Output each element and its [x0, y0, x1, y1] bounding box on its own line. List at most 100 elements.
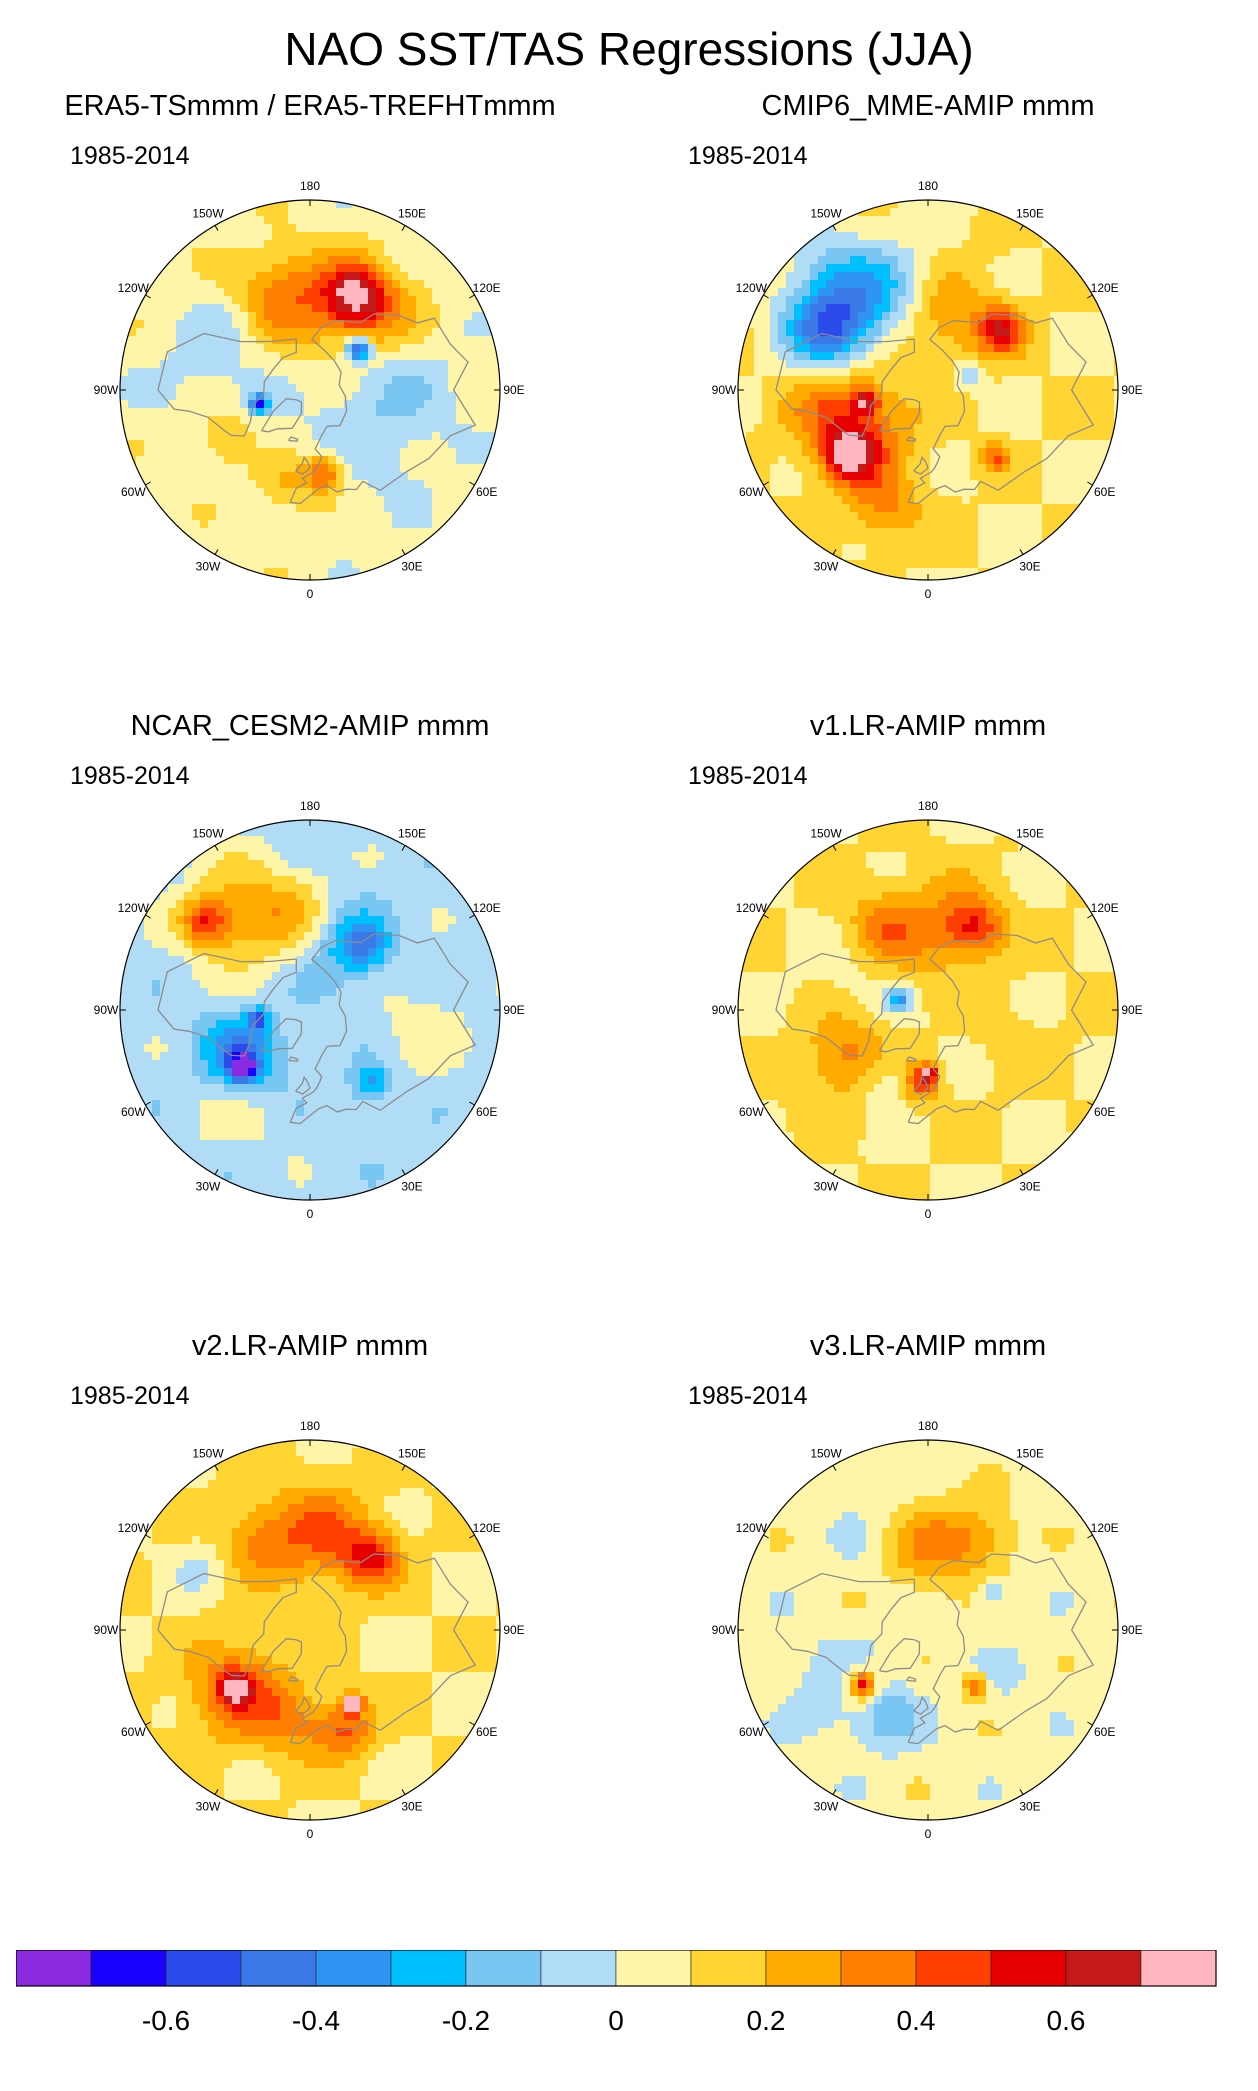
heatmap-cell: [1002, 304, 1011, 313]
heatmap-cell: [200, 528, 209, 537]
heatmap-cell: [810, 312, 819, 321]
heatmap-cell: [906, 520, 915, 529]
heatmap-cell: [938, 392, 947, 401]
heatmap-cell: [272, 940, 281, 949]
heatmap-cell: [858, 256, 867, 265]
heatmap-cell: [994, 408, 1003, 417]
heatmap-cell: [352, 900, 361, 909]
heatmap-cell: [400, 844, 409, 853]
heatmap-cell: [344, 264, 353, 273]
heatmap-cell: [440, 940, 449, 949]
heatmap-cell: [1050, 352, 1059, 361]
heatmap-cell: [360, 376, 369, 385]
heatmap-cell: [898, 432, 907, 441]
heatmap-cell: [320, 924, 329, 933]
heatmap-cell: [304, 392, 313, 401]
heatmap-cell: [344, 280, 353, 289]
heatmap-cell: [352, 392, 361, 401]
heatmap-cell: [136, 932, 145, 941]
heatmap-cell: [1058, 280, 1067, 289]
heatmap-cell: [336, 820, 345, 829]
heatmap-cell: [954, 352, 963, 361]
heatmap-cell: [256, 240, 265, 249]
heatmap-cell: [352, 544, 361, 553]
heatmap-cell: [440, 376, 449, 385]
heatmap-cell: [754, 456, 763, 465]
heatmap-cell: [128, 360, 137, 369]
heatmap-cell: [400, 860, 409, 869]
heatmap-cell: [184, 496, 193, 505]
heatmap-cell: [360, 1028, 369, 1037]
heatmap-cell: [264, 828, 273, 837]
heatmap-cell: [842, 472, 851, 481]
heatmap-cell: [978, 216, 987, 225]
heatmap-cell: [866, 488, 875, 497]
heatmap-cell: [192, 1020, 201, 1029]
heatmap-cell: [136, 964, 145, 973]
heatmap-cell: [946, 280, 955, 289]
heatmap-cell: [280, 884, 289, 893]
heatmap-cell: [1050, 264, 1059, 273]
heatmap-cell: [472, 416, 481, 425]
heatmap-cell: [424, 980, 433, 989]
heatmap-cell: [264, 376, 273, 385]
heatmap-cell: [288, 352, 297, 361]
heatmap-cell: [898, 248, 907, 257]
heatmap-cell: [882, 240, 891, 249]
heatmap-cell: [392, 892, 401, 901]
heatmap-cell: [232, 1036, 241, 1045]
heatmap-cell: [1098, 448, 1107, 457]
heatmap-cell: [240, 560, 249, 569]
heatmap-cell: [424, 336, 433, 345]
heatmap-cell: [288, 892, 297, 901]
heatmap-cell: [280, 416, 289, 425]
heatmap-cell: [384, 336, 393, 345]
heatmap-cell: [344, 552, 353, 561]
heatmap-cell: [344, 940, 353, 949]
heatmap-cell: [746, 448, 755, 457]
heatmap-cell: [778, 488, 787, 497]
heatmap-cell: [898, 384, 907, 393]
heatmap-cell: [826, 344, 835, 353]
heatmap-cell: [1026, 272, 1035, 281]
heatmap-cell: [754, 352, 763, 361]
heatmap-cell: [1074, 296, 1083, 305]
heatmap-cell: [264, 948, 273, 957]
heatmap-cell: [986, 464, 995, 473]
heatmap-cell: [1026, 456, 1035, 465]
heatmap-cell: [1090, 320, 1099, 329]
heatmap-cell: [224, 480, 233, 489]
heatmap-cell: [472, 368, 481, 377]
heatmap-cell: [914, 456, 923, 465]
heatmap-cell: [416, 988, 425, 997]
heatmap-cell: [922, 264, 931, 273]
heatmap-cell: [858, 520, 867, 529]
heatmap-cell: [384, 900, 393, 909]
heatmap-cell: [922, 304, 931, 313]
heatmap-cell: [296, 1036, 305, 1045]
heatmap-cell: [272, 568, 281, 577]
heatmap-cell: [946, 496, 955, 505]
heatmap-cell: [448, 328, 457, 337]
heatmap-cell: [962, 440, 971, 449]
heatmap-cell: [834, 224, 843, 233]
heatmap-cell: [866, 464, 875, 473]
heatmap-cell: [304, 820, 313, 829]
heatmap-cell: [416, 376, 425, 385]
heatmap-cell: [834, 448, 843, 457]
heatmap-cell: [408, 384, 417, 393]
heatmap-cell: [938, 216, 947, 225]
heatmap-cell: [834, 336, 843, 345]
heatmap-cell: [1106, 336, 1115, 345]
heatmap-cell: [248, 820, 257, 829]
heatmap-cell: [312, 456, 321, 465]
heatmap-cell: [368, 520, 377, 529]
heatmap-cell: [328, 264, 337, 273]
heatmap-cell: [208, 1004, 217, 1013]
heatmap-cell: [1002, 368, 1011, 377]
heatmap-cell: [296, 296, 305, 305]
heatmap-cell: [842, 408, 851, 417]
heatmap-cell: [376, 432, 385, 441]
heatmap-cell: [208, 440, 217, 449]
heatmap-cell: [240, 400, 249, 409]
